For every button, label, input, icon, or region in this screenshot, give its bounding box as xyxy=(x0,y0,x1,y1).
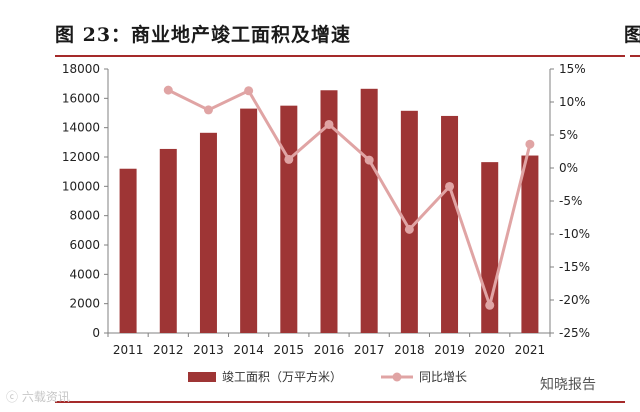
growth-point xyxy=(364,155,374,165)
x-axis-tick-label: 2015 xyxy=(274,343,305,357)
x-axis-tick-label: 2021 xyxy=(515,343,546,357)
left-axis-tick-label: 0 xyxy=(92,326,100,340)
left-axis-tick-label: 8000 xyxy=(69,209,100,223)
bar xyxy=(320,90,338,334)
right-axis-tick-label: -10% xyxy=(559,227,590,241)
x-axis-ticks: 2011 2012 2013 2014 2015 2016 2017 2018 2019 2020… xyxy=(107,332,551,357)
growth-point xyxy=(324,119,334,129)
left-axis-tick-label: 2000 xyxy=(69,297,100,311)
bar xyxy=(521,155,539,333)
right-axis-tick-label: -20% xyxy=(559,293,590,307)
bar xyxy=(159,148,177,333)
x-axis-tick-label: 2013 xyxy=(193,343,224,357)
title-rule xyxy=(55,55,625,57)
legend-line-label: 同比增长 xyxy=(419,370,467,384)
bar xyxy=(441,115,459,333)
legend-line-marker xyxy=(392,372,402,382)
right-axis-tick-label: -25% xyxy=(559,326,590,340)
title-rule-right xyxy=(630,55,640,57)
legend-bar-label: 竣工面积（万平方米） xyxy=(222,369,342,384)
growth-point xyxy=(203,105,213,115)
left-axis-tick-label: 4000 xyxy=(69,267,100,281)
watermark-left: ⓒ 六载资讯 xyxy=(6,390,70,404)
growth-line xyxy=(167,88,532,307)
x-axis-tick-label: 2017 xyxy=(354,343,385,357)
bar xyxy=(360,88,378,333)
right-axis-tick-label: 15% xyxy=(559,62,586,76)
left-axis-tick-label: 16000 xyxy=(62,91,100,105)
left-axis-tick-label: 10000 xyxy=(62,179,100,193)
growth-point xyxy=(445,181,455,191)
right-axis-ticks: 15% 10% 5% 0% -5% -10% -15% -20% -25% xyxy=(549,62,590,340)
growth-point xyxy=(244,86,254,96)
growth-point xyxy=(525,139,535,149)
bar xyxy=(119,168,137,333)
left-axis-tick-label: 12000 xyxy=(62,150,100,164)
left-axis-tick-label: 6000 xyxy=(69,238,100,252)
right-axis-tick-label: 0% xyxy=(559,161,578,175)
legend: 竣工面积（万平方米） 同比增长 xyxy=(188,369,467,384)
line-series xyxy=(163,85,535,310)
x-axis-tick-label: 2019 xyxy=(434,343,465,357)
left-axis-tick-label: 14000 xyxy=(62,121,100,135)
growth-point xyxy=(163,85,173,95)
left-axis-ticks: 0 2000 4000 6000 8000 10000 12000 14000 16000 180… xyxy=(62,62,109,340)
x-axis-tick-label: 2011 xyxy=(113,343,144,357)
chart-title: 图 23：商业地产竣工面积及增速 xyxy=(55,24,352,46)
bar xyxy=(280,105,298,334)
watermark-right: 知晓报告 xyxy=(540,377,596,393)
x-axis-tick-label: 2018 xyxy=(394,343,425,357)
left-axis-tick-label: 18000 xyxy=(62,62,100,76)
growth-point xyxy=(404,224,414,234)
bar xyxy=(400,110,418,333)
bar xyxy=(240,108,258,333)
bar xyxy=(199,132,217,333)
growth-point xyxy=(284,154,294,164)
footer-rule xyxy=(55,401,625,403)
right-axis-tick-label: -15% xyxy=(559,260,590,274)
x-axis-tick-label: 2014 xyxy=(233,343,264,357)
x-axis-tick-label: 2016 xyxy=(314,343,345,357)
legend-bar-swatch xyxy=(188,372,216,382)
x-axis-tick-label: 2012 xyxy=(153,343,184,357)
x-axis-tick-label: 2020 xyxy=(474,343,505,357)
right-axis-tick-label: 5% xyxy=(559,128,578,142)
next-chart-title-fragment: 图 xyxy=(624,24,640,46)
right-axis-tick-label: 10% xyxy=(559,95,586,109)
growth-point xyxy=(485,300,495,310)
right-axis-tick-label: -5% xyxy=(559,194,582,208)
bar-series xyxy=(119,88,539,334)
